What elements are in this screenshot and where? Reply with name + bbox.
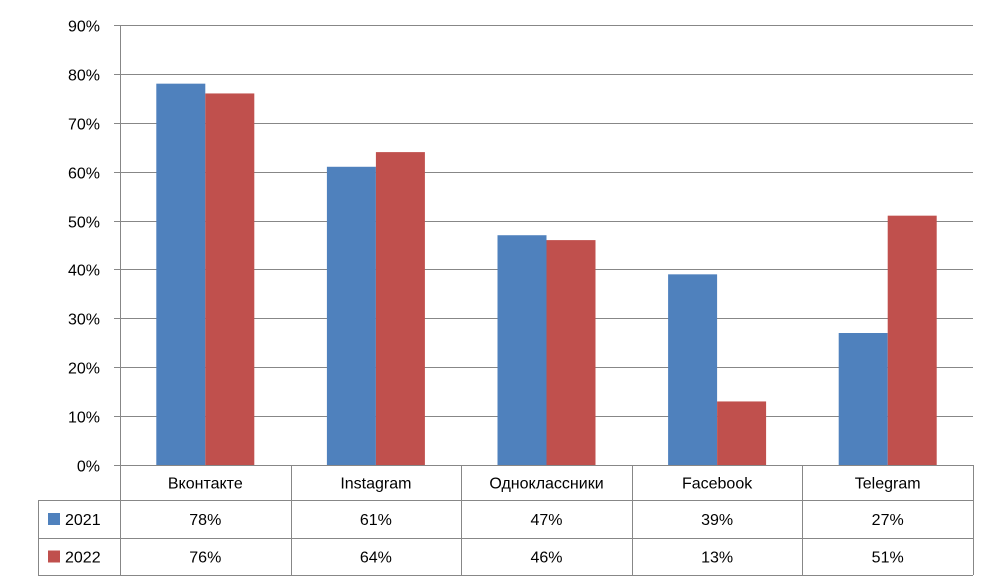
- data-label: 13%: [701, 550, 733, 567]
- data-table: Вконтакте Instagram Одноклассники Facebook T…: [38, 465, 974, 576]
- data-label: 64%: [360, 550, 392, 567]
- category-label: Instagram: [340, 476, 411, 493]
- y-tick-label: 50%: [68, 215, 100, 232]
- y-tick-label: 40%: [68, 263, 100, 280]
- category-label: Одноклассники: [489, 476, 603, 493]
- data-label: 51%: [872, 550, 904, 567]
- data-label: 61%: [360, 512, 392, 529]
- legend-swatch-2022: [48, 550, 60, 563]
- bar-2022-3: [717, 401, 767, 465]
- bar-2021-3: [668, 274, 718, 465]
- category-label: Facebook: [682, 476, 753, 493]
- legend-label-2021: 2021: [65, 512, 101, 529]
- y-tick-label: 60%: [68, 166, 100, 183]
- y-tick-label: 0%: [77, 459, 100, 476]
- bar-2021-4: [838, 333, 888, 465]
- data-label: 76%: [189, 550, 221, 567]
- bars: [156, 83, 937, 466]
- legend-label-2022: 2022: [65, 550, 101, 567]
- y-tick-label: 10%: [68, 410, 100, 427]
- data-label: 47%: [530, 512, 562, 529]
- category-label: Telegram: [855, 476, 921, 493]
- data-label: 39%: [701, 512, 733, 529]
- y-tick-label: 90%: [68, 19, 100, 36]
- category-label: Вконтакте: [168, 476, 243, 493]
- legend-swatch-2021: [48, 513, 60, 525]
- y-tick-label: 70%: [68, 117, 100, 134]
- bar-2022-4: [887, 215, 937, 465]
- y-tick-label: 30%: [68, 312, 100, 329]
- bar-2022-2: [546, 240, 596, 465]
- bar-2022-0: [205, 93, 255, 465]
- bar-2022-1: [375, 152, 425, 465]
- y-axis-ticks: 0% 10% 20% 30% 40% 50% 60% 70% 80% 90%: [68, 19, 100, 476]
- bar-2021-0: [156, 83, 206, 466]
- y-tick-label: 20%: [68, 361, 100, 378]
- data-label: 78%: [189, 512, 221, 529]
- bar-2021-1: [326, 166, 376, 465]
- bar-2021-2: [497, 235, 547, 465]
- y-tick-label: 80%: [68, 68, 100, 85]
- data-label: 46%: [530, 550, 562, 567]
- data-label: 27%: [872, 512, 904, 529]
